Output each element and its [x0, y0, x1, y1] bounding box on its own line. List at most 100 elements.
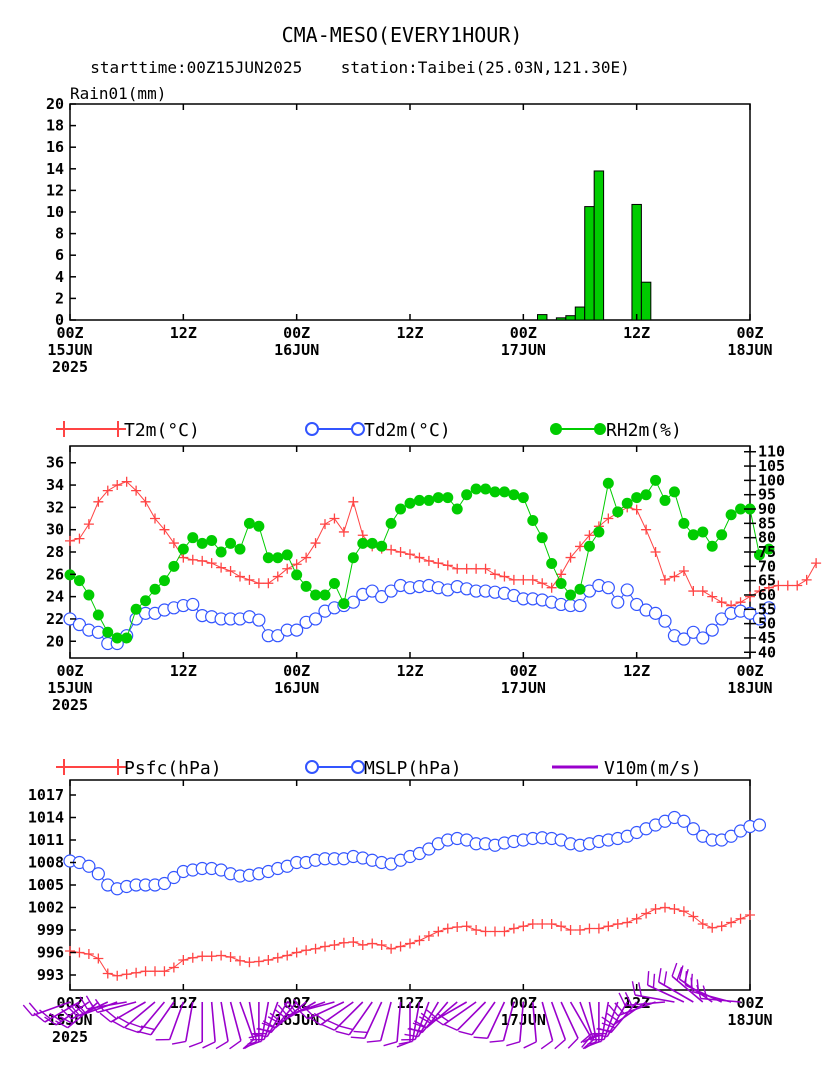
t2m-point: [414, 552, 425, 563]
t2m-point: [499, 571, 510, 582]
wind-barb-flag: [597, 1027, 612, 1034]
wind-barb: [123, 1001, 156, 1029]
rain-bars: [537, 170, 652, 321]
rh2m-point: [357, 537, 369, 549]
y-tick-label: 999: [37, 921, 64, 939]
psfc-point: [452, 922, 463, 932]
y-tick-label: 10: [46, 203, 64, 221]
t2m-point: [452, 563, 463, 574]
wind-barb-flag: [663, 971, 668, 986]
wind-barb: [71, 1001, 109, 1020]
psfc-point: [348, 937, 359, 947]
wind-barb-flag: [652, 973, 656, 988]
legend-v10m: V10m(m/s): [552, 758, 702, 779]
wind-barb-flag: [275, 1009, 287, 1020]
rh2m-point: [489, 486, 501, 498]
wind-barb-flag: [426, 1009, 439, 1020]
t2m-point: [773, 580, 784, 591]
wind-barb-flag: [614, 1002, 625, 1014]
wind-barb-flag: [325, 1019, 340, 1027]
psfc-point: [631, 913, 642, 924]
wind-barb-flag: [88, 1000, 99, 1013]
t2m-point: [461, 563, 472, 574]
td2m-line: [69, 584, 770, 644]
x-tick-label: 00Z: [736, 324, 763, 342]
wind-barb-flag: [366, 1039, 381, 1043]
rh2m-point: [640, 489, 652, 501]
wind-barb: [531, 1001, 538, 1042]
t2m-point: [329, 513, 340, 524]
psfc-point: [622, 917, 633, 928]
wind-barb-flag: [321, 1023, 335, 1031]
rh2m-point: [102, 626, 114, 638]
psfc-point: [575, 925, 585, 935]
wind-barb-flag: [554, 1039, 566, 1050]
wind-barb: [700, 997, 741, 1003]
rh2m-point: [470, 483, 482, 495]
rh2m-point: [650, 474, 662, 486]
legend-t2m-label: T2m(°C): [124, 420, 200, 441]
rh2m-point: [451, 503, 463, 515]
y-tick-label: 75: [758, 543, 776, 561]
rh2m-point: [687, 529, 699, 541]
wind-barb: [138, 1001, 166, 1034]
rh2m-point: [215, 546, 227, 558]
rh2m-point: [404, 497, 416, 509]
t2m-point: [518, 574, 529, 585]
psfc-point: [216, 950, 227, 961]
rh2m-point: [225, 537, 237, 549]
y-tick-label: 996: [37, 944, 64, 962]
psfc-point: [480, 926, 491, 937]
y-tick-label: 65: [758, 572, 776, 590]
legend-td2m-label: Td2m(°C): [364, 420, 451, 441]
rain-bar: [555, 317, 567, 321]
td2m-point: [762, 601, 776, 615]
psfc-point: [102, 968, 113, 979]
pressure-series: [63, 810, 767, 981]
t2m-point: [678, 565, 689, 576]
psfc-point: [197, 951, 208, 962]
wind-barb: [625, 1001, 666, 1007]
y-tick-label: 1014: [28, 809, 64, 827]
psfc-point: [291, 947, 302, 958]
t2m-point: [423, 555, 434, 566]
wind-barb-flag: [293, 998, 303, 1012]
t2m-point: [187, 554, 198, 565]
rh2m-point: [281, 549, 293, 561]
x-tick-label: 2025: [52, 358, 88, 376]
psfc-point: [112, 970, 123, 981]
wind-barb-flag: [72, 1003, 84, 1014]
wind-barb-flag: [606, 1012, 619, 1022]
t2m-point: [556, 569, 567, 580]
y-tick-label: 2: [55, 289, 64, 307]
psfc-point: [244, 957, 255, 968]
psfc-point: [461, 921, 472, 932]
t2m-point: [442, 560, 453, 571]
td2m-point: [611, 595, 625, 609]
psfc-point: [641, 908, 652, 919]
wind-barb-flag: [125, 1027, 139, 1034]
wind-barb: [550, 1001, 567, 1040]
psfc-point: [131, 967, 142, 978]
y-tick-label: 12: [46, 181, 64, 199]
rh2m-point: [706, 540, 718, 552]
psfc-point: [745, 910, 755, 920]
x-tick-label: 12Z: [396, 662, 423, 680]
wind-barb-flag: [94, 998, 105, 1012]
y-tick-label: 1017: [28, 786, 64, 804]
rh2m-point: [206, 535, 218, 547]
rh2m-point: [130, 603, 142, 615]
wind-barb-flag: [420, 1012, 433, 1023]
y-tick-label: 85: [758, 514, 776, 532]
y-tick-label: 8: [55, 225, 64, 243]
wind-barb: [671, 975, 704, 1003]
psfc-point: [612, 919, 623, 929]
t2m-point: [650, 547, 661, 557]
wind-barb-flag: [383, 1041, 398, 1047]
wind-barb: [486, 1001, 506, 1039]
pressure-panel: Psfc(hPa) MSLP(hPa) V10m(m/s) 993 996 999 1…: [22, 758, 773, 1050]
t2m-point: [763, 582, 774, 593]
y-tick-label: 26: [46, 565, 64, 583]
psfc-point: [726, 917, 737, 928]
wind-barb: [239, 1001, 255, 1040]
